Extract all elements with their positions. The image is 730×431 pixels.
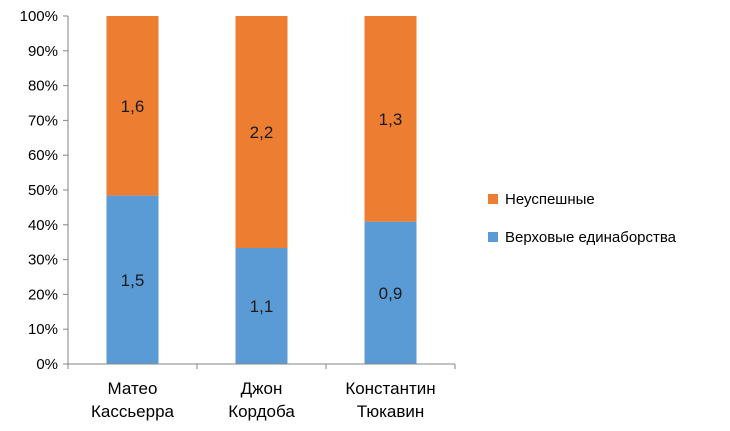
x-category-label: Джон: [241, 379, 283, 398]
x-axis: Матео Кассьерра Джон Кордоба Константин Тюкав…: [67, 363, 456, 421]
x-category-label: Матео: [108, 379, 158, 398]
x-category-label: Кассьерра: [91, 402, 175, 421]
data-label: 1,3: [379, 110, 403, 129]
bar-segment: [235, 16, 288, 248]
y-axis: 0% 10% 20% 30% 40% 50% 60% 70% 80% 90% 100%: [20, 8, 69, 373]
legend-swatch: [488, 194, 498, 204]
y-tick-label: 50%: [28, 182, 58, 199]
data-label: 1,5: [121, 271, 145, 290]
data-label: 1,6: [121, 97, 145, 116]
y-tick-label: 20%: [28, 286, 58, 303]
legend-label: Верховые единаборства: [505, 229, 677, 246]
y-tick-label: 90%: [28, 43, 58, 60]
x-category-label: Кордоба: [228, 402, 295, 421]
legend-swatch: [488, 232, 498, 242]
legend: Неуспешные Верховые единаборства: [488, 191, 677, 246]
y-tick-label: 30%: [28, 252, 58, 269]
legend-label: Неуспешные: [505, 191, 595, 208]
y-tick-label: 60%: [28, 147, 58, 164]
y-tick-label: 0%: [36, 356, 58, 373]
x-category-label: Тюкавин: [357, 402, 425, 421]
bar-segment: [235, 248, 288, 364]
y-tick-label: 10%: [28, 321, 58, 338]
bar-segment: [106, 195, 159, 364]
data-label: 2,2: [250, 123, 274, 142]
bar-segment: [106, 16, 159, 196]
data-label: 0,9: [379, 284, 403, 303]
bars: 1,5 1,6 1,1 2,2 0,9 1,3: [106, 16, 417, 364]
y-tick-label: 70%: [28, 112, 58, 129]
y-tick-label: 100%: [20, 8, 58, 25]
bar-segment: [364, 16, 417, 222]
y-tick-label: 80%: [28, 78, 58, 95]
x-category-label: Константин: [345, 379, 435, 398]
bar-segment: [364, 221, 417, 364]
y-tick-label: 40%: [28, 217, 58, 234]
data-label: 1,1: [250, 297, 274, 316]
